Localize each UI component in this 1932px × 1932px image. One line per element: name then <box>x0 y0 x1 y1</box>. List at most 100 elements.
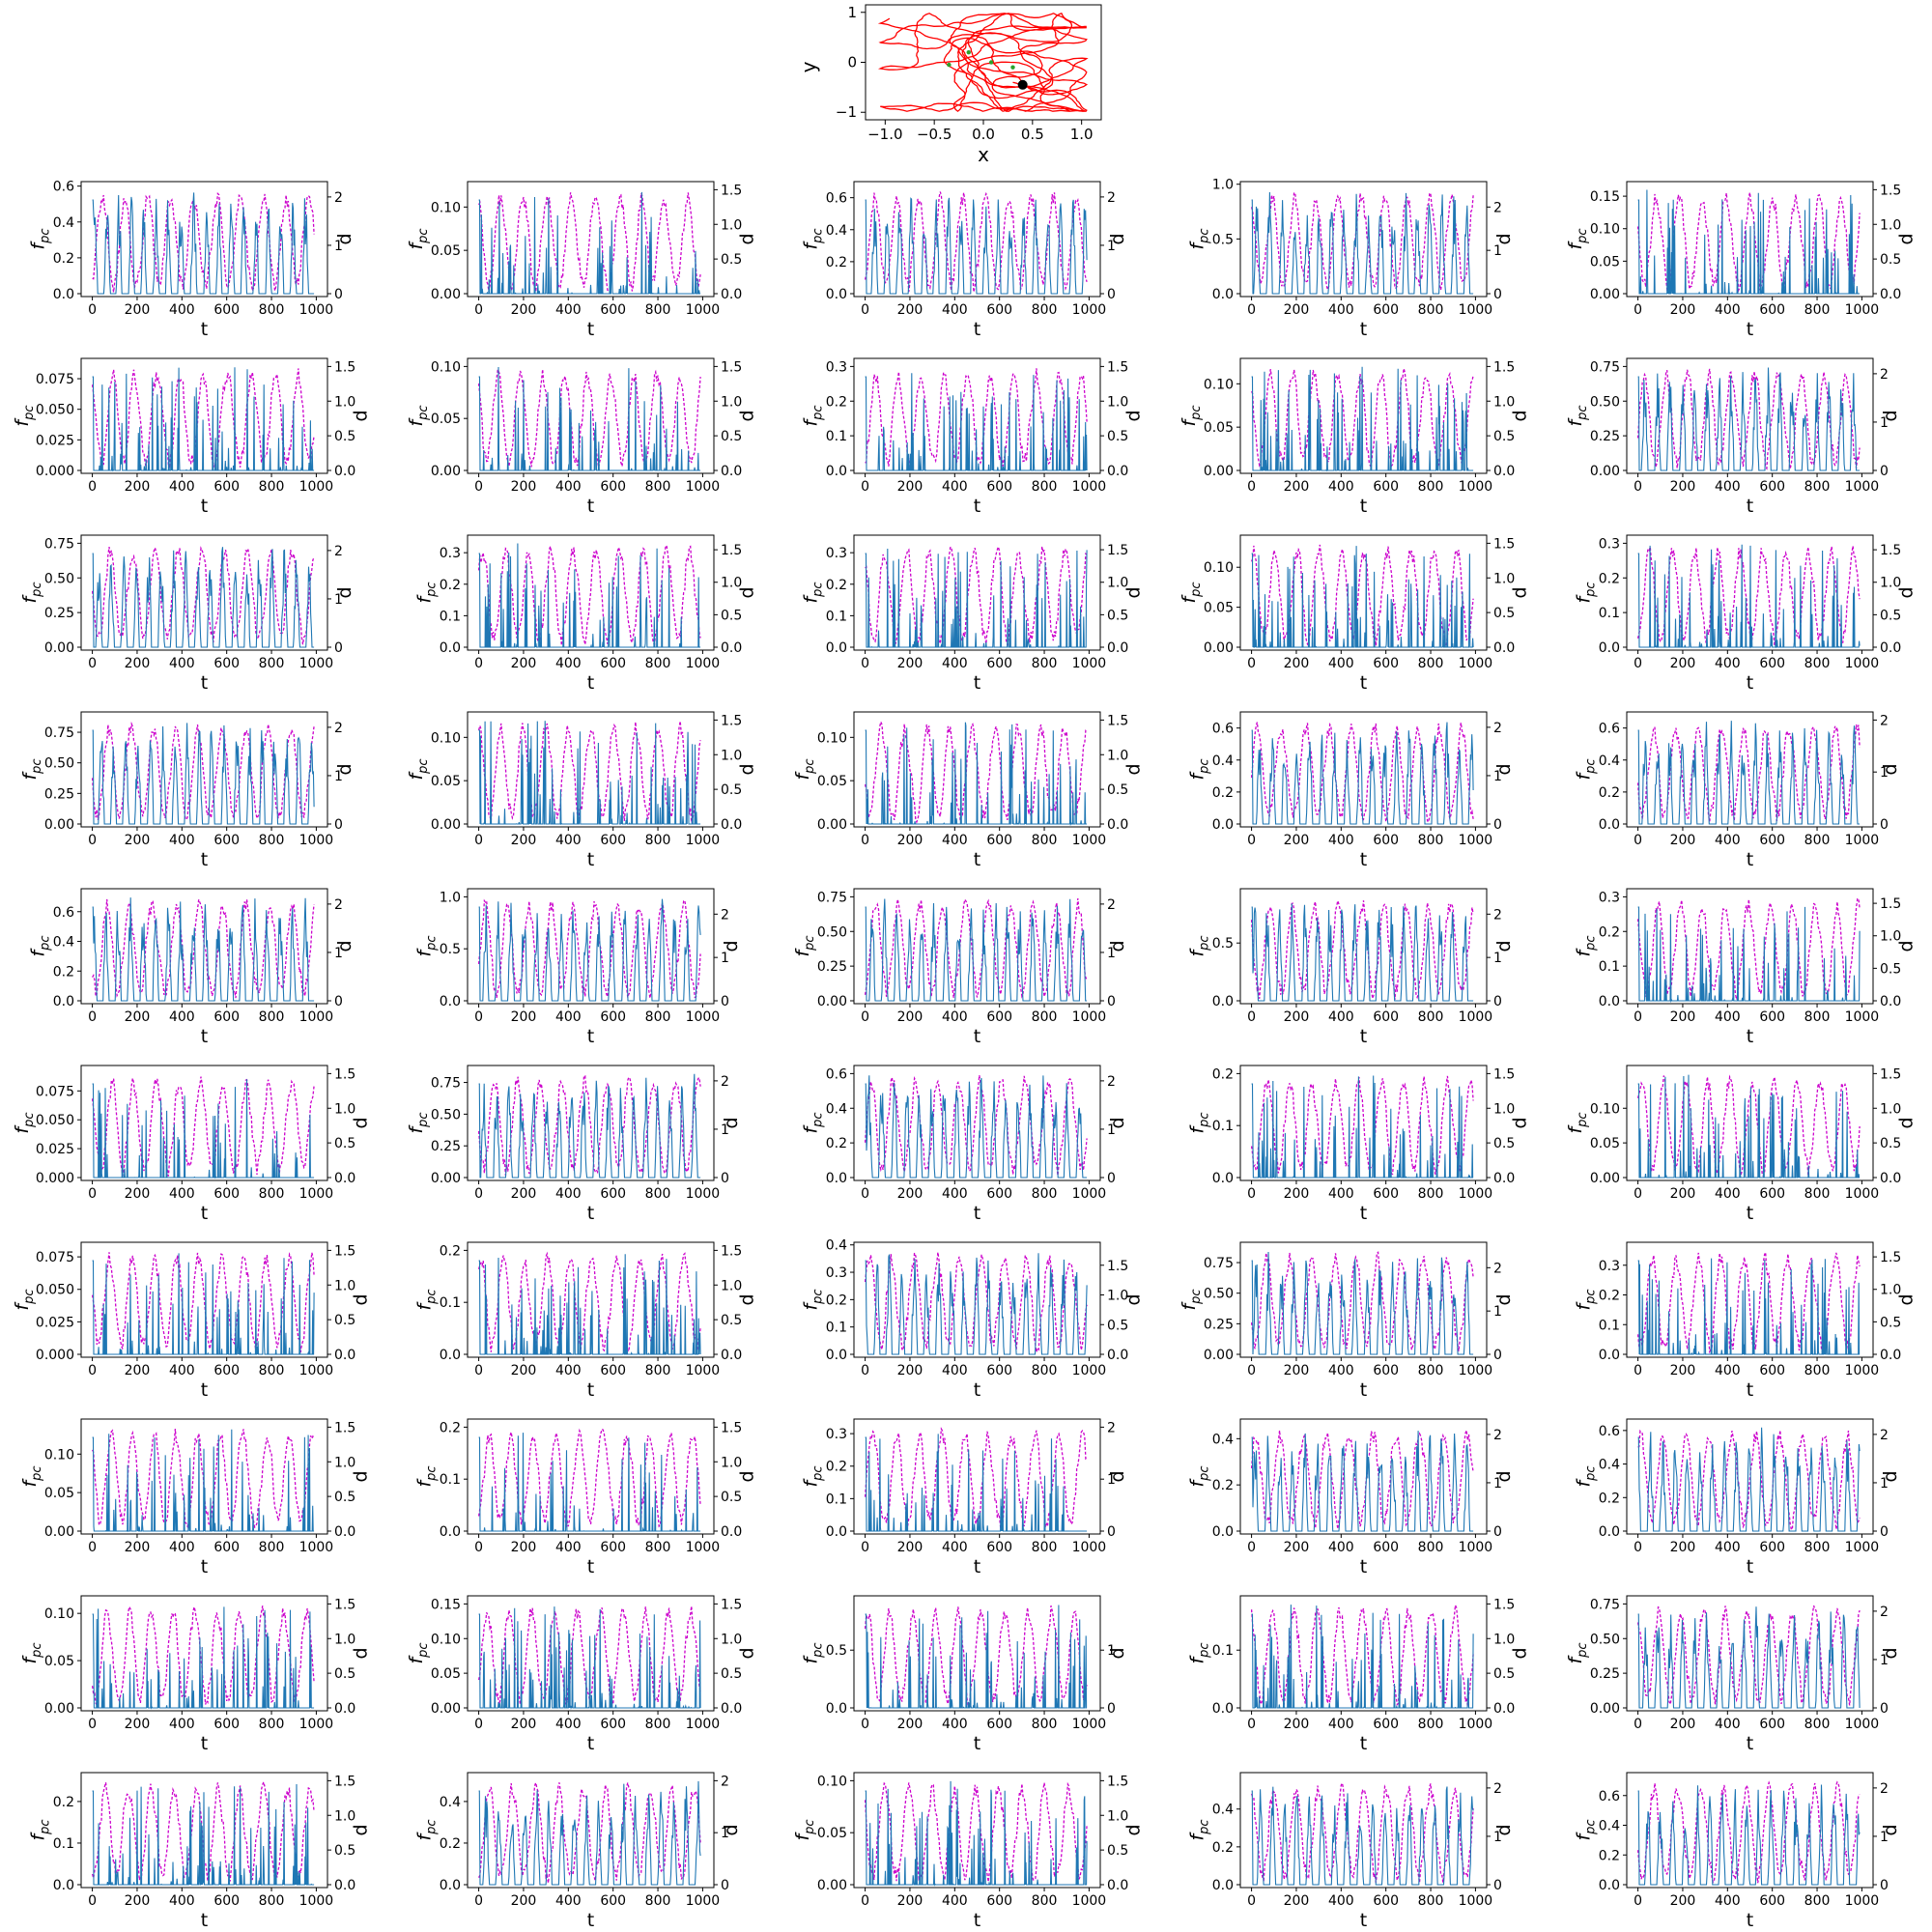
fpc-series-line <box>1637 906 1861 1004</box>
x-tick-label: 600 <box>1373 302 1399 318</box>
y-tick-label: 0.0 <box>1212 287 1234 302</box>
fpc-series-line <box>1251 366 1474 472</box>
panel-48: 0 200 400 600 800 1000 t 0.00 0.05 0.10 fpc 0.0 0.5 1… <box>792 1772 1145 1931</box>
x-tick-label: 200 <box>1284 1363 1310 1378</box>
x-tick-label: 600 <box>1373 1717 1399 1732</box>
y-left-axis-label: fpc <box>19 758 44 780</box>
d-series-line <box>1636 368 1861 470</box>
d-tick-label: 1.5 <box>1493 359 1515 375</box>
x-axis-label: t <box>1747 319 1753 340</box>
fpc-series-line <box>1637 1427 1861 1532</box>
d-tick-label: 0.0 <box>1493 464 1515 479</box>
x-tick-label: 1000 <box>1459 833 1493 848</box>
y-tick-label: 0.00 <box>1590 1171 1620 1186</box>
x-tick-label: 200 <box>511 656 537 671</box>
fpc-series-line <box>865 373 1088 471</box>
panel-frame <box>1239 534 1488 651</box>
d-tick-label: 1 <box>1493 243 1502 259</box>
x-axis-label: t <box>201 496 208 517</box>
x-tick-label: 0 <box>1247 656 1256 671</box>
x-tick-label: 600 <box>1759 833 1785 848</box>
y-right-axis-label: d <box>351 1824 372 1835</box>
d-tick-label: 2 <box>721 1774 729 1789</box>
y-tick-label: 0.00 <box>431 464 461 479</box>
y-tick-label: 0.2 <box>826 394 847 410</box>
x-tick-label: 800 <box>1804 1186 1831 1202</box>
x-tick-label: 600 <box>1373 1009 1399 1025</box>
panel-12: 0 200 400 600 800 1000 t 0.0 0.1 0.2 0.3 fpc 0.0 0.5 1… <box>413 534 758 694</box>
y-tick-label: 0.0 <box>1212 1701 1234 1717</box>
y-tick-label: 0.4 <box>53 215 74 231</box>
d-tick-label: 1 <box>1107 946 1116 961</box>
d-tick-label: 0.0 <box>721 817 742 833</box>
x-tick-label: 800 <box>645 656 671 671</box>
x-tick-label: 0 <box>88 1893 97 1909</box>
x-tick-label: 0 <box>861 479 869 495</box>
fpc-series-line <box>1637 1784 1861 1886</box>
y-tick-label: 0.6 <box>826 191 847 207</box>
panel-frame <box>80 888 328 1005</box>
d-tick-label: 1.5 <box>334 1066 355 1082</box>
x-tick-label: 800 <box>645 1186 671 1202</box>
panel-frame <box>1626 1418 1874 1535</box>
y-left-axis-label: fpc <box>1573 758 1598 780</box>
x-tick-label: 600 <box>600 1540 626 1555</box>
trajectory-panel: −1.0 −0.5 0.0 0.5 1.0 1 0 −1 x y <box>797 4 1102 166</box>
x-tick-label: 200 <box>897 1009 923 1025</box>
x-tick-label: 200 <box>511 479 537 495</box>
x-axis-label: t <box>974 1733 980 1754</box>
d-tick-label: 0.5 <box>334 1136 355 1151</box>
x-axis-label: t <box>1360 672 1367 694</box>
x-tick-label: 0 <box>1634 479 1642 495</box>
y-tick-label: 0.6 <box>1599 1789 1620 1804</box>
d-tick-label: 1.5 <box>721 1420 742 1435</box>
y-tick-label: 0.00 <box>44 1524 74 1540</box>
fpc-series-line <box>1637 721 1861 825</box>
d-tick-label: 0.0 <box>334 1171 355 1186</box>
fpc-series-line <box>865 898 1088 1002</box>
d-tick-label: 2 <box>1493 721 1502 736</box>
y-left-axis-label: fpc <box>406 228 431 249</box>
y-tick-label: 0.10 <box>44 1606 74 1622</box>
d-tick-label: 1.0 <box>1880 1283 1901 1298</box>
y-tick-label: 0.0 <box>440 640 461 656</box>
d-tick-label: 0.5 <box>1493 1666 1515 1682</box>
d-tick-label: 1.0 <box>1493 394 1515 410</box>
y-left-axis-label: fpc <box>792 1819 817 1840</box>
panel-frame <box>853 1772 1101 1889</box>
x-axis-label: t <box>1360 849 1367 870</box>
d-tick-label: 1.0 <box>721 1632 742 1647</box>
d-tick-label: 0 <box>1107 1171 1116 1186</box>
x-axis-label: t <box>974 1910 980 1931</box>
d-tick-label: 0.5 <box>721 608 742 623</box>
fpc-series-line <box>1251 1605 1474 1709</box>
x-tick-label: 400 <box>942 1717 968 1732</box>
x-tick-label: 600 <box>986 1186 1012 1202</box>
x-tick-label: 0 <box>1247 479 1256 495</box>
y-tick-label: 0.6 <box>53 180 74 195</box>
y-left-axis-label: fpc <box>1186 228 1211 249</box>
panel-frame <box>853 357 1101 474</box>
x-tick-label: 0 <box>861 656 869 671</box>
y-right-axis-label: d <box>1896 940 1918 952</box>
d-tick-label: 0.5 <box>1107 608 1128 623</box>
d-series-line <box>864 1427 1088 1529</box>
d-tick-label: 2 <box>721 1074 729 1090</box>
x-tick-label: 400 <box>1328 1717 1354 1732</box>
y-tick-label: 0.3 <box>1599 890 1620 905</box>
x-tick-label: 1000 <box>1459 1186 1493 1202</box>
x-tick-label: 800 <box>259 1009 285 1025</box>
fpc-series-line <box>478 721 701 825</box>
x-tick-label: 600 <box>986 1717 1012 1732</box>
fpc-series-line <box>478 1073 701 1179</box>
y-tick-label: 0.2 <box>1599 785 1620 801</box>
y-tick-label: 0.6 <box>826 1066 847 1082</box>
x-tick-label: 600 <box>1759 1893 1785 1909</box>
x-tick-label: 0 <box>1247 1186 1256 1202</box>
x-tick-label: 200 <box>125 1717 151 1732</box>
y-tick-label: 0.5 <box>440 942 461 957</box>
y-tick-label: 0.0 <box>1212 1171 1234 1186</box>
